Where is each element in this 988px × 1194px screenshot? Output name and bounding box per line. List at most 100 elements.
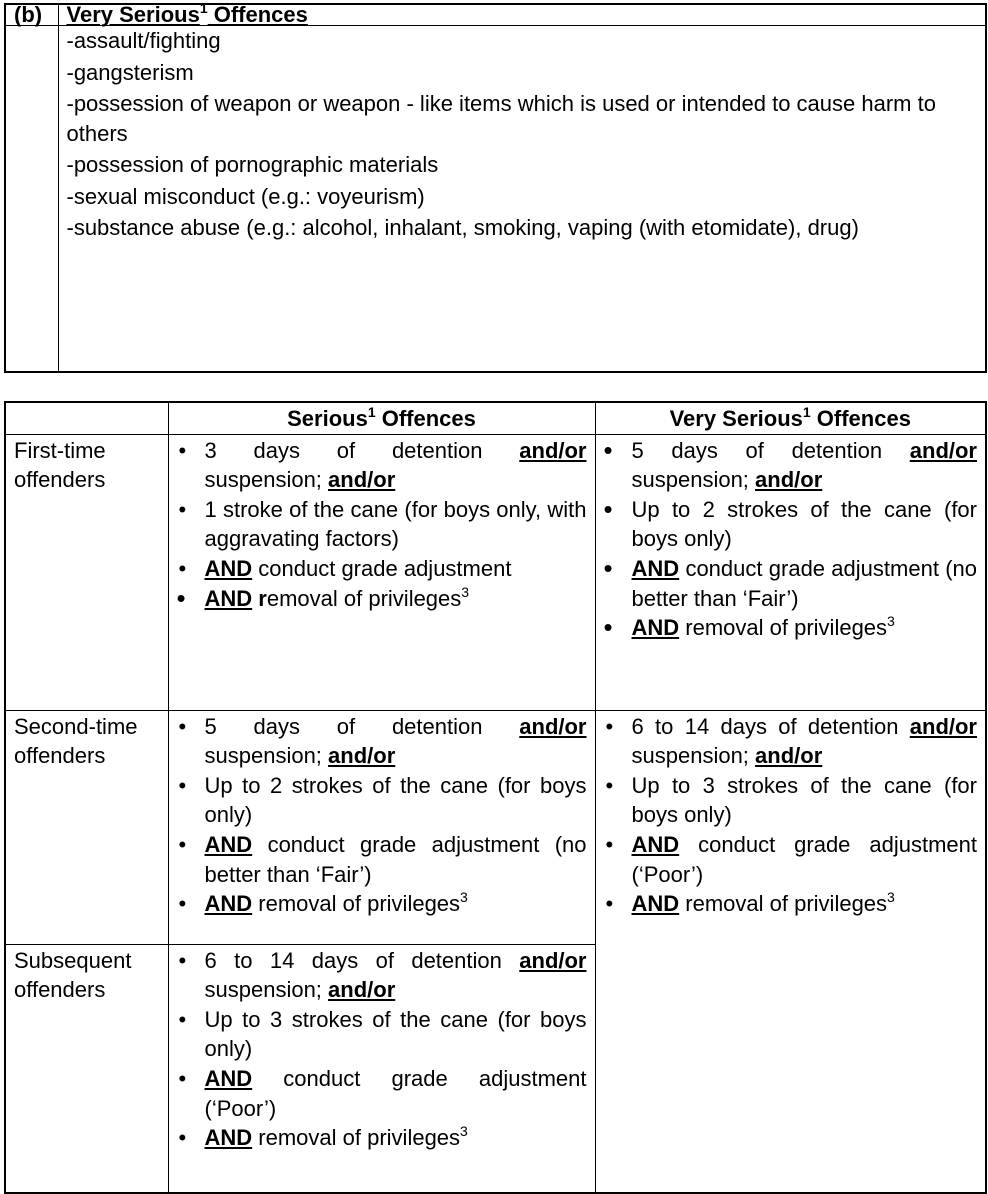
text-segment: 6 to 14 days of detention xyxy=(631,713,910,739)
emphasis-text: AND xyxy=(631,615,680,641)
offence-item: -assault/fighting xyxy=(66,28,221,53)
punishment-list: • 5 days of detention and/or suspension; … xyxy=(603,434,978,643)
empty-cell xyxy=(4,25,59,373)
bullet-icon: • xyxy=(605,831,614,857)
emphasis-text: AND xyxy=(204,891,253,917)
punishment-item: • AND conduct grade adjustment (no better… xyxy=(603,552,978,613)
offence-list: -assault/fighting -gangsterism -possession… xyxy=(57,25,987,373)
bullet-icon: • xyxy=(178,555,187,581)
bullet-icon: • xyxy=(178,831,187,857)
text-segment: conduct grade adjustment (‘Poor’) xyxy=(204,1065,587,1121)
punishment-item: • AND removal of privileges3 xyxy=(176,582,587,614)
punishment-item: • AND removal of privileges3 xyxy=(177,1123,587,1153)
bullet-icon: • xyxy=(605,772,614,798)
footnote-marker: 1 xyxy=(802,404,811,420)
text-segment: conduct grade adjustment (no better than… xyxy=(631,555,978,611)
emphasis-text: and/or xyxy=(909,713,977,739)
punishment-item: • 6 to 14 days of detention and/or suspen… xyxy=(177,946,587,1005)
text-segment: conduct grade adjustment (no better than… xyxy=(204,831,587,887)
bullet-icon: • xyxy=(178,713,187,739)
bullet-icon: • xyxy=(178,1065,187,1091)
emphasis-text: and/or xyxy=(328,977,396,1003)
very-serious-offence-punishment: • 6 to 14 days of detention and/or suspen… xyxy=(594,709,987,1194)
punishment-item: • AND removal of privileges3 xyxy=(604,889,978,919)
text-segment: r xyxy=(258,585,267,611)
offence-item: -possession of pornographic materials xyxy=(66,152,439,177)
punishment-list: • 6 to 14 days of detention and/or suspen… xyxy=(604,712,978,919)
footnote-marker: 3 xyxy=(887,613,895,630)
section-heading: Very Serious1 Offences xyxy=(57,1,987,27)
emphasis-text: Offences xyxy=(207,2,308,27)
text-segment: suspension; xyxy=(204,977,329,1003)
column-header: Very Serious1 Offences xyxy=(594,401,987,435)
emphasis-text: Very Serious xyxy=(66,2,200,27)
emphasis-text: and/or xyxy=(519,713,587,739)
text-segment: suspension; xyxy=(631,467,756,493)
text-segment: Up to 3 strokes of the cane (for boys on… xyxy=(631,772,978,828)
punishment-item: • Up to 3 strokes of the cane (for boys o… xyxy=(604,771,978,830)
offender-category: Subsequent offenders xyxy=(4,943,169,1194)
text-segment: Offences xyxy=(375,406,476,431)
very-serious-offences-table: (b) Very Serious1 Offences -assault/figh… xyxy=(4,1,987,373)
text-segment: removal of privileges xyxy=(679,615,888,641)
offender-category: Second-time offenders xyxy=(4,709,169,945)
footnote-marker: 3 xyxy=(460,889,468,906)
offender-category: First-time offenders xyxy=(4,433,169,711)
text-segment: 5 days of detention xyxy=(204,713,520,739)
bullet-icon: • xyxy=(176,582,186,613)
bullet-icon: • xyxy=(178,1125,187,1151)
text-segment: Offences xyxy=(810,406,911,431)
punishment-item: • Up to 2 strokes of the cane (for boys o… xyxy=(604,494,978,554)
bullet-icon: • xyxy=(178,947,187,973)
offence-item: -possession of weapon or weapon - like i… xyxy=(66,91,936,146)
text-segment: removal of privileges xyxy=(252,1125,461,1151)
bullet-icon: • xyxy=(603,552,613,583)
punishment-table: Serious1 Offences Very Serious1 Offences F… xyxy=(4,401,987,1194)
bullet-icon: • xyxy=(178,891,187,917)
very-serious-offence-punishment: • 5 days of detention and/or suspension; … xyxy=(594,433,987,711)
column-header xyxy=(4,401,169,435)
serious-offence-punishment: • 6 to 14 days of detention and/or suspen… xyxy=(167,943,596,1194)
text-segment: 3 days of detention xyxy=(204,437,520,463)
text-segment: suspension; xyxy=(631,743,756,769)
serious-offence-punishment: • 5 days of detention and/or suspension; … xyxy=(167,709,596,945)
emphasis-text: AND xyxy=(204,585,253,611)
punishment-item: • AND conduct grade adjustment (‘Poor’) xyxy=(604,830,978,889)
footnote-marker: 3 xyxy=(887,889,895,906)
bullet-icon: • xyxy=(603,612,613,643)
emphasis-text: and/or xyxy=(328,743,396,769)
text-segment: conduct grade adjustment xyxy=(252,555,512,581)
bullet-icon: • xyxy=(178,437,187,463)
emphasis-text: AND xyxy=(204,1065,253,1091)
punishment-item: • AND removal of privileges3 xyxy=(604,613,978,643)
punishment-item: • AND removal of privileges3 xyxy=(177,889,587,919)
punishment-item: • AND conduct grade adjustment (no better… xyxy=(177,830,587,889)
text-segment: suspension; xyxy=(204,743,329,769)
footnote-marker: 3 xyxy=(460,1123,468,1140)
text-segment: emoval of privileges xyxy=(266,585,462,611)
emphasis-text: and/or xyxy=(328,467,396,493)
bullet-icon: • xyxy=(178,772,187,798)
offence-item: -gangsterism xyxy=(66,59,194,85)
bullet-icon: • xyxy=(603,434,613,465)
footnote-marker: 3 xyxy=(461,583,470,600)
text-segment: Up to 2 strokes of the cane (for boys on… xyxy=(204,772,587,828)
punishment-item: • 5 days of detention and/or suspension; … xyxy=(603,434,978,495)
punishment-item: • 3 days of detention and/or suspension; … xyxy=(177,436,587,495)
emphasis-text: AND xyxy=(204,831,253,857)
punishment-item: • Up to 2 strokes of the cane (for boys o… xyxy=(177,771,587,830)
emphasis-text: and/or xyxy=(519,947,587,973)
punishment-item: • 6 to 14 days of detention and/or suspen… xyxy=(604,712,978,771)
emphasis-text: and/or xyxy=(909,437,977,463)
text-segment: Up to 2 strokes of the cane (for boys on… xyxy=(631,496,978,552)
emphasis-text: and/or xyxy=(519,437,587,463)
punishment-list: • 3 days of detention and/or suspension; … xyxy=(177,436,587,614)
footnote-marker: 1 xyxy=(367,404,376,420)
offence-item: -substance abuse (e.g.: alcohol, inhalan… xyxy=(66,215,859,240)
punishment-item: • 1 stroke of the cane (for boys only, wi… xyxy=(177,495,587,554)
text-segment: conduct grade adjustment (‘Poor’) xyxy=(631,831,978,887)
emphasis-text: AND xyxy=(631,831,680,857)
punishment-list: • 6 to 14 days of detention and/or suspen… xyxy=(177,946,587,1153)
bullet-icon: • xyxy=(605,891,614,917)
punishment-item: • 5 days of detention and/or suspension; … xyxy=(177,712,587,771)
